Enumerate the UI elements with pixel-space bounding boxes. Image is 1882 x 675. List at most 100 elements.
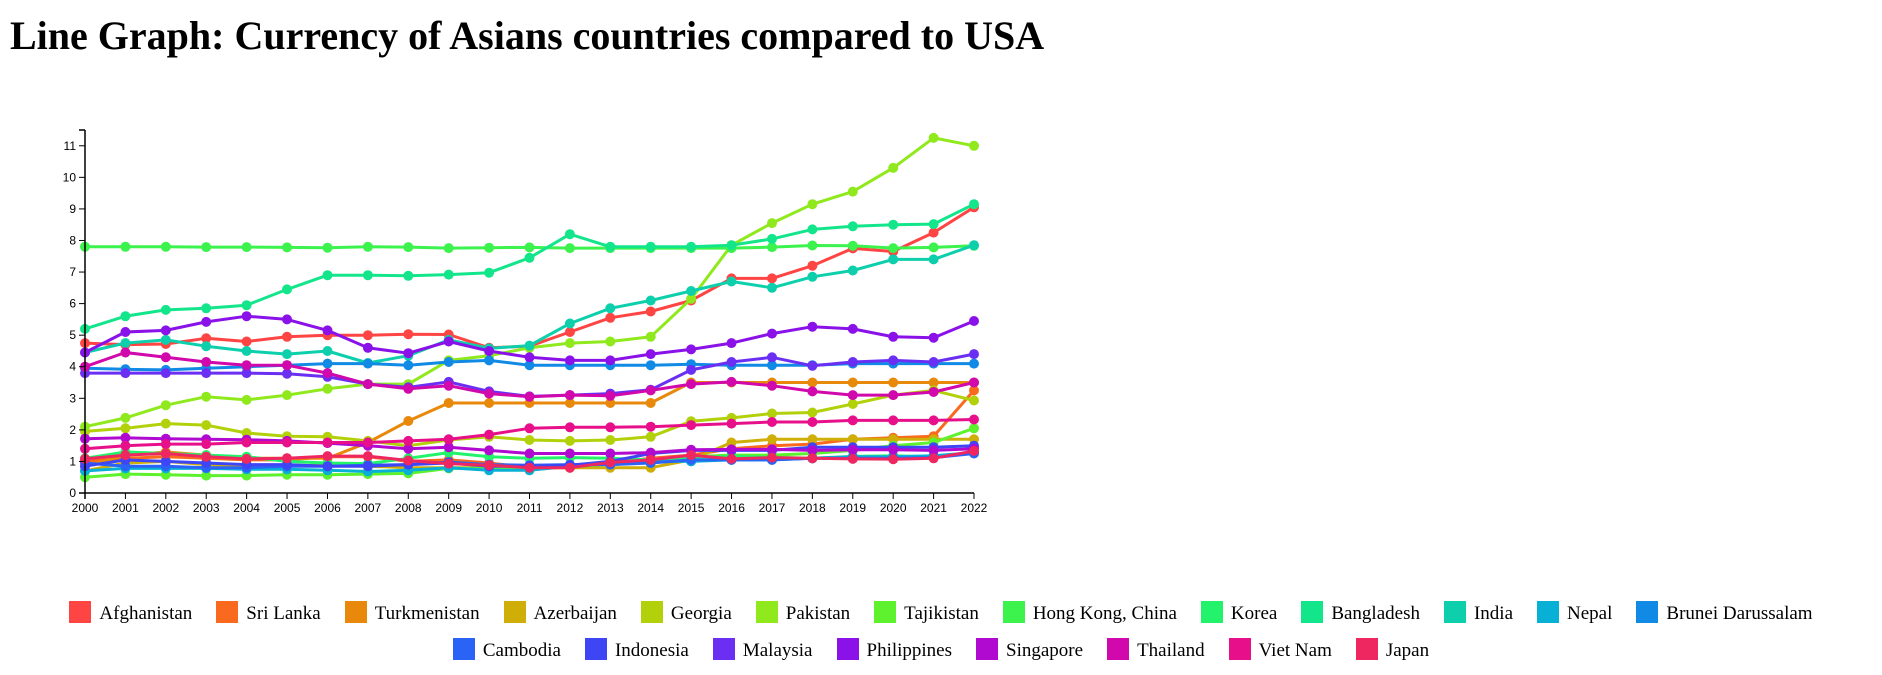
data-point[interactable] — [686, 241, 697, 252]
data-point[interactable] — [645, 295, 656, 306]
data-point[interactable] — [201, 316, 212, 327]
data-point[interactable] — [403, 348, 414, 359]
data-point[interactable] — [443, 357, 454, 367]
data-point[interactable] — [969, 446, 979, 456]
data-point[interactable] — [403, 383, 414, 394]
data-point[interactable] — [969, 349, 979, 360]
data-point[interactable] — [241, 346, 252, 356]
data-point[interactable] — [686, 344, 697, 355]
legend-item[interactable]: Afghanistan — [69, 595, 192, 632]
data-point[interactable] — [282, 437, 292, 448]
data-point[interactable] — [362, 358, 373, 369]
data-point[interactable] — [201, 391, 212, 402]
data-point[interactable] — [241, 437, 252, 448]
data-point[interactable] — [767, 434, 777, 445]
data-point[interactable] — [160, 456, 171, 467]
data-point[interactable] — [524, 360, 535, 371]
data-point[interactable] — [605, 390, 616, 401]
data-point[interactable] — [322, 346, 333, 356]
data-point[interactable] — [767, 328, 777, 339]
data-point[interactable] — [686, 420, 697, 431]
data-point[interactable] — [403, 416, 414, 426]
data-point[interactable] — [403, 455, 414, 466]
data-point[interactable] — [322, 270, 333, 281]
legend-item[interactable]: Brunei Darussalam — [1636, 595, 1813, 632]
data-point[interactable] — [645, 431, 656, 442]
data-point[interactable] — [605, 435, 616, 445]
data-point[interactable] — [564, 398, 575, 408]
data-point[interactable] — [484, 267, 495, 278]
data-point[interactable] — [160, 439, 171, 450]
data-point[interactable] — [282, 242, 292, 253]
legend-item[interactable]: Viet Nam — [1228, 632, 1332, 669]
legend-item[interactable]: Thailand — [1107, 632, 1205, 669]
data-point[interactable] — [484, 460, 495, 471]
data-point[interactable] — [928, 387, 939, 397]
data-point[interactable] — [160, 368, 171, 379]
data-point[interactable] — [564, 448, 575, 459]
data-point[interactable] — [403, 360, 414, 371]
data-point[interactable] — [767, 380, 777, 391]
data-point[interactable] — [726, 276, 737, 287]
data-point[interactable] — [403, 242, 414, 253]
data-point[interactable] — [564, 318, 575, 329]
data-point[interactable] — [443, 269, 454, 280]
data-point[interactable] — [888, 243, 899, 254]
data-point[interactable] — [767, 444, 777, 455]
legend-item[interactable]: Singapore — [976, 632, 1083, 669]
data-point[interactable] — [160, 304, 171, 315]
data-point[interactable] — [847, 186, 858, 197]
data-point[interactable] — [726, 357, 737, 367]
data-point[interactable] — [282, 284, 292, 295]
data-point[interactable] — [928, 219, 939, 230]
data-point[interactable] — [645, 241, 656, 252]
data-point[interactable] — [928, 332, 939, 343]
data-point[interactable] — [645, 447, 656, 458]
legend-item[interactable]: Indonesia — [584, 632, 689, 669]
data-point[interactable] — [322, 437, 333, 448]
legend-item[interactable]: Philippines — [836, 632, 952, 669]
data-point[interactable] — [201, 303, 212, 314]
data-point[interactable] — [241, 311, 252, 322]
data-point[interactable] — [282, 314, 292, 325]
data-point[interactable] — [847, 390, 858, 401]
data-point[interactable] — [645, 398, 656, 408]
data-point[interactable] — [605, 398, 616, 408]
data-point[interactable] — [564, 243, 575, 254]
data-point[interactable] — [969, 395, 979, 406]
data-point[interactable] — [160, 448, 171, 459]
data-point[interactable] — [605, 312, 616, 323]
data-point[interactable] — [726, 418, 737, 429]
data-point[interactable] — [807, 434, 818, 445]
data-point[interactable] — [807, 417, 818, 427]
data-point[interactable] — [564, 462, 575, 473]
data-point[interactable] — [241, 300, 252, 311]
data-point[interactable] — [726, 453, 737, 464]
data-point[interactable] — [767, 282, 777, 293]
data-point[interactable] — [484, 242, 495, 253]
data-point[interactable] — [524, 435, 535, 445]
data-point[interactable] — [605, 448, 616, 459]
data-point[interactable] — [484, 445, 495, 456]
data-point[interactable] — [726, 444, 737, 455]
data-point[interactable] — [888, 377, 899, 388]
data-point[interactable] — [160, 400, 171, 411]
data-point[interactable] — [767, 242, 777, 253]
data-point[interactable] — [564, 338, 575, 349]
data-point[interactable] — [645, 306, 656, 317]
data-point[interactable] — [282, 368, 292, 379]
data-point[interactable] — [969, 377, 979, 388]
legend-item[interactable]: Cambodia — [452, 632, 561, 669]
data-point[interactable] — [282, 390, 292, 401]
data-point[interactable] — [524, 391, 535, 402]
data-point[interactable] — [888, 331, 899, 342]
data-point[interactable] — [807, 240, 818, 251]
data-point[interactable] — [928, 227, 939, 238]
data-point[interactable] — [928, 445, 939, 456]
data-point[interactable] — [403, 435, 414, 446]
data-point[interactable] — [120, 423, 131, 434]
data-point[interactable] — [807, 260, 818, 271]
data-point[interactable] — [767, 360, 777, 371]
data-point[interactable] — [564, 435, 575, 446]
data-point[interactable] — [645, 360, 656, 371]
